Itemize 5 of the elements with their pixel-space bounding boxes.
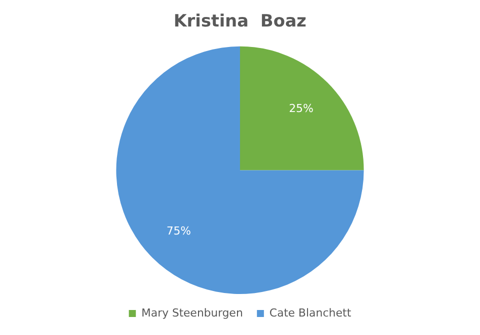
- chart-title: Kristina Boaz: [174, 12, 307, 32]
- data-label: 75%: [166, 224, 191, 238]
- data-label: 25%: [289, 102, 314, 115]
- legend-label: Mary Steenburgen: [141, 306, 243, 320]
- legend-label: Cate Blanchett: [269, 306, 352, 320]
